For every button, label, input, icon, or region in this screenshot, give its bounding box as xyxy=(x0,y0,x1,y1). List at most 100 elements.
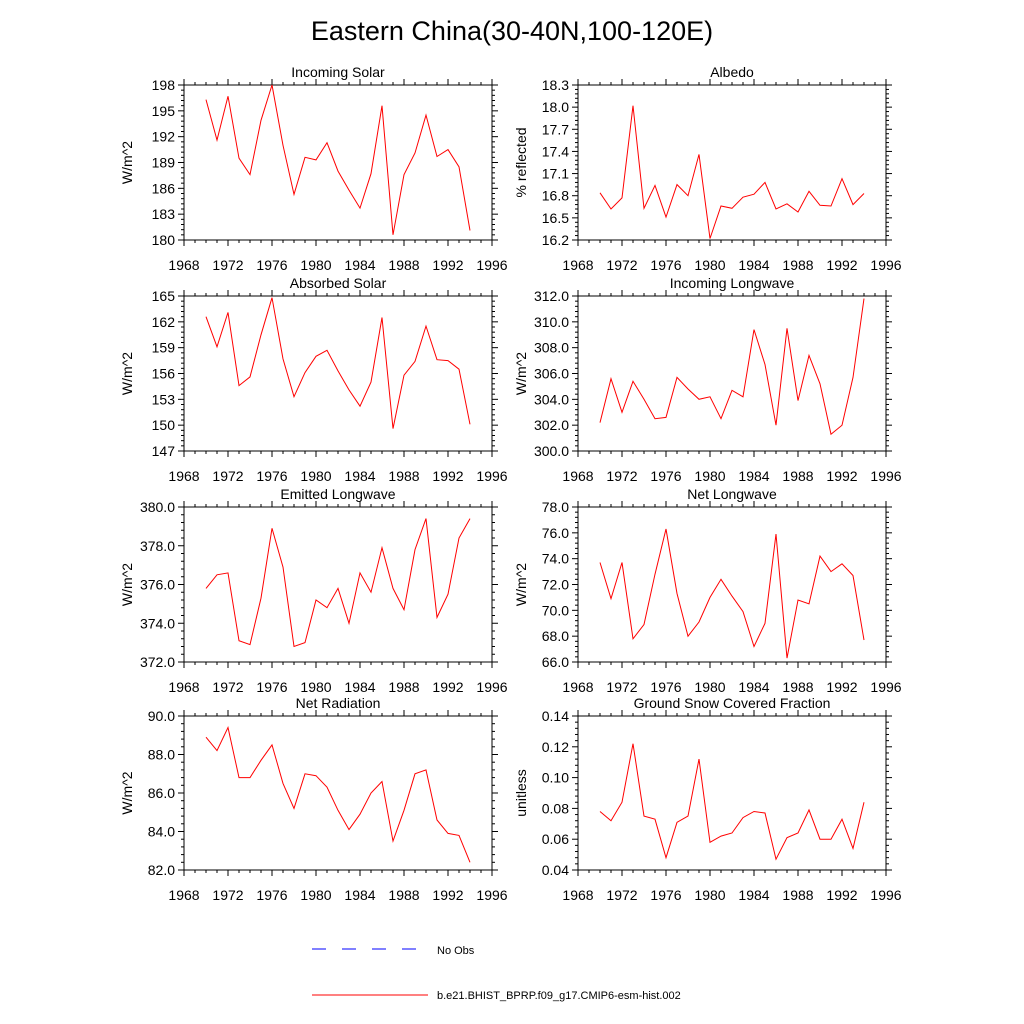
x-tick-label: 1996 xyxy=(476,257,507,273)
x-tick-label: 1968 xyxy=(562,679,593,695)
series-line xyxy=(205,297,471,429)
x-tick-label: 1984 xyxy=(738,468,769,484)
x-tick-label: 1976 xyxy=(256,887,287,903)
x-tick-label: 1992 xyxy=(432,257,463,273)
x-tick-label: 1996 xyxy=(870,468,901,484)
y-tick-label: 84.0 xyxy=(148,824,175,840)
chart-panel: Incoming Solar W/m^2 180 183 186 189 192 195 198… xyxy=(119,64,508,273)
x-tick-label: 1980 xyxy=(300,257,331,273)
y-tick-label: 88.0 xyxy=(148,747,175,763)
x-tick-label: 1968 xyxy=(562,257,593,273)
y-tick-label: 186 xyxy=(152,180,176,196)
x-tick-label: 1972 xyxy=(606,468,637,484)
y-tick-label: 0.06 xyxy=(542,831,569,847)
y-tick-label: 18.0 xyxy=(542,99,569,115)
y-tick-label: 90.0 xyxy=(148,708,175,724)
x-tick-label: 1976 xyxy=(650,887,681,903)
y-tick-label: 180 xyxy=(152,232,176,248)
y-tick-label: 162 xyxy=(152,314,176,330)
y-tick-label: 17.1 xyxy=(542,166,569,182)
x-tick-label: 1976 xyxy=(256,679,287,695)
y-tick-label: 150 xyxy=(152,417,176,433)
y-tick-label: 304.0 xyxy=(534,391,569,407)
legend-obs-label: No Obs xyxy=(437,945,475,957)
x-tick-label: 1976 xyxy=(650,257,681,273)
y-tick-label: 308.0 xyxy=(534,340,569,356)
x-tick-label: 1984 xyxy=(344,257,375,273)
panel-title: Ground Snow Covered Fraction xyxy=(634,695,831,711)
x-tick-label: 1980 xyxy=(694,257,725,273)
series-line xyxy=(599,105,865,239)
y-tick-label: 68.0 xyxy=(542,628,569,644)
x-tick-label: 1972 xyxy=(606,887,637,903)
x-tick-label: 1968 xyxy=(168,887,199,903)
y-tick-label: 376.0 xyxy=(140,577,175,593)
y-tick-label: 16.5 xyxy=(542,210,569,226)
y-tick-label: 17.7 xyxy=(542,121,569,137)
y-tick-label: 302.0 xyxy=(534,417,569,433)
y-tick-label: 195 xyxy=(152,103,176,119)
legend-model-label: b.e21.BHIST_BPRP.f09_g17.CMIP6-esm-hist.… xyxy=(437,990,681,1002)
x-tick-label: 1988 xyxy=(782,257,813,273)
y-tick-label: 156 xyxy=(152,366,176,382)
chart-panel: Emitted Longwave W/m^2 372.0 374.0 376.0 378.… xyxy=(119,486,508,695)
y-axis-label: W/m^2 xyxy=(119,141,135,184)
y-axis-label: W/m^2 xyxy=(119,352,135,395)
y-tick-label: 0.12 xyxy=(542,739,569,755)
y-tick-label: 300.0 xyxy=(534,443,569,459)
plot-frame xyxy=(577,84,887,241)
x-tick-label: 1968 xyxy=(168,679,199,695)
x-tick-label: 1976 xyxy=(256,468,287,484)
x-tick-label: 1972 xyxy=(606,257,637,273)
y-tick-label: 76.0 xyxy=(542,525,569,541)
x-tick-label: 1988 xyxy=(782,887,813,903)
x-tick-label: 1988 xyxy=(388,887,419,903)
y-axis-label: W/m^2 xyxy=(119,563,135,606)
y-tick-label: 378.0 xyxy=(140,538,175,554)
x-tick-label: 1968 xyxy=(168,468,199,484)
x-tick-label: 1972 xyxy=(212,468,243,484)
y-tick-label: 198 xyxy=(152,77,176,93)
x-tick-label: 1980 xyxy=(694,887,725,903)
plot-frame xyxy=(577,506,887,663)
y-tick-label: 310.0 xyxy=(534,314,569,330)
y-axis-label: W/m^2 xyxy=(513,352,529,395)
series-line xyxy=(599,528,865,659)
y-tick-label: 192 xyxy=(152,129,176,145)
y-tick-label: 0.04 xyxy=(542,862,569,878)
panel-title: Net Longwave xyxy=(687,486,777,502)
y-tick-label: 74.0 xyxy=(542,551,569,567)
x-tick-label: 1992 xyxy=(432,887,463,903)
x-tick-label: 1992 xyxy=(826,679,857,695)
x-tick-label: 1992 xyxy=(826,887,857,903)
y-tick-label: 78.0 xyxy=(542,499,569,515)
panel-title: Absorbed Solar xyxy=(290,275,387,291)
x-tick-label: 1988 xyxy=(782,679,813,695)
y-tick-label: 159 xyxy=(152,340,176,356)
x-tick-label: 1984 xyxy=(344,468,375,484)
x-tick-label: 1988 xyxy=(388,468,419,484)
x-tick-label: 1996 xyxy=(476,887,507,903)
x-tick-label: 1996 xyxy=(476,679,507,695)
x-tick-label: 1976 xyxy=(256,257,287,273)
y-tick-label: 147 xyxy=(152,443,176,459)
y-tick-label: 18.3 xyxy=(542,77,569,93)
y-tick-label: 189 xyxy=(152,155,176,171)
y-tick-label: 374.0 xyxy=(140,615,175,631)
x-tick-label: 1980 xyxy=(694,679,725,695)
panel-title: Albedo xyxy=(710,64,754,80)
x-tick-label: 1968 xyxy=(562,468,593,484)
x-tick-label: 1976 xyxy=(650,468,681,484)
x-tick-label: 1992 xyxy=(432,679,463,695)
y-tick-label: 183 xyxy=(152,206,176,222)
panel-title: Incoming Solar xyxy=(291,64,385,80)
panels: Incoming Solar W/m^2 180 183 186 189 192 195 198… xyxy=(119,64,902,903)
x-tick-label: 1972 xyxy=(606,679,637,695)
x-tick-label: 1988 xyxy=(388,257,419,273)
x-tick-label: 1972 xyxy=(212,887,243,903)
y-tick-label: 16.8 xyxy=(542,188,569,204)
y-tick-label: 72.0 xyxy=(542,577,569,593)
y-tick-label: 165 xyxy=(152,288,176,304)
x-tick-label: 1992 xyxy=(432,468,463,484)
x-tick-label: 1996 xyxy=(870,887,901,903)
